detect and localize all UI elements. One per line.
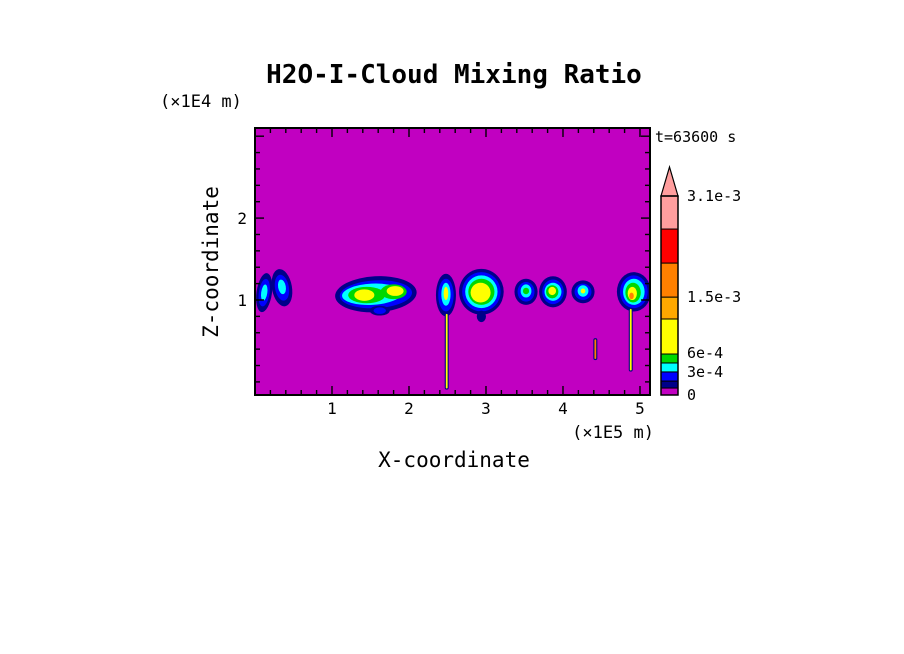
colorbar-band xyxy=(660,387,679,396)
colorbar-outline xyxy=(660,195,679,396)
colorbar: 3.1e-3 1.5e-3 6e-43e-4 0 xyxy=(660,164,741,404)
colorbar-band xyxy=(660,318,679,355)
right-cloud xyxy=(616,272,650,312)
central-cloud xyxy=(459,268,504,323)
x-axis-label: X-coordinate xyxy=(378,448,530,472)
tick-label: 4 xyxy=(558,399,568,418)
chart-title: H2O-I-Cloud Mixing Ratio xyxy=(266,60,642,90)
colorbar-band xyxy=(660,353,679,364)
tick-label: 3e-4 xyxy=(687,363,723,381)
blob-b xyxy=(539,276,567,308)
colorbar-band xyxy=(660,296,679,320)
colorbar-arrow xyxy=(660,164,679,197)
cloud-field xyxy=(256,268,650,390)
colorbar-band xyxy=(660,380,679,389)
colorbar-band xyxy=(660,195,679,230)
colorbar-band xyxy=(660,362,679,373)
plot-background xyxy=(255,128,650,395)
colorbar-band xyxy=(660,371,679,382)
left-blob-2 xyxy=(271,269,293,307)
blob-c xyxy=(571,280,595,304)
tick-label: 5 xyxy=(635,399,645,418)
narrow-cloud xyxy=(435,273,456,317)
tick-label: 0 xyxy=(687,386,696,404)
blob-a xyxy=(514,278,538,305)
tick-label: 3 xyxy=(481,399,491,418)
plot-frame xyxy=(254,127,651,396)
tick-label: 2 xyxy=(404,399,414,418)
tick-label: 1 xyxy=(327,399,337,418)
time-annotation: t=63600 s xyxy=(655,128,737,146)
tick-label: 2 xyxy=(237,209,247,228)
colorbar-band xyxy=(660,228,679,264)
tick-label: 6e-4 xyxy=(687,344,723,362)
y-axis-unit: (×1E4 m) xyxy=(160,92,242,112)
tick-label: 3.1e-3 xyxy=(687,187,741,205)
colorbar-band xyxy=(660,262,679,298)
large-cloud xyxy=(335,276,417,316)
tick-label: 1.5e-3 xyxy=(687,288,741,306)
x-axis-unit: (×1E5 m) xyxy=(572,423,654,443)
tick-label: 1 xyxy=(237,291,247,310)
